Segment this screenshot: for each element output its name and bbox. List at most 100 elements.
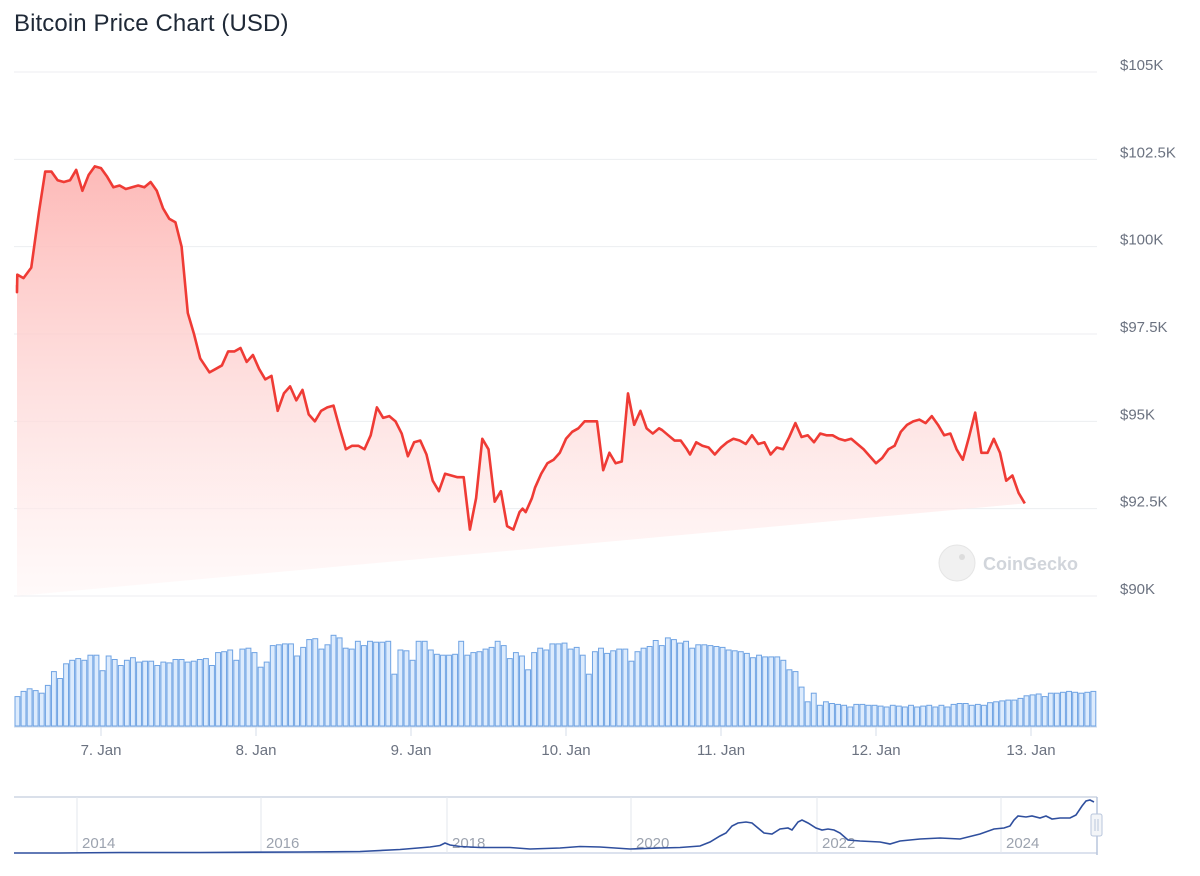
volume-bar <box>129 657 136 727</box>
volume-bar <box>38 692 45 727</box>
volume-bar <box>1005 699 1012 727</box>
volume-bar <box>178 659 185 727</box>
volume-bar <box>300 646 307 727</box>
volume-bar <box>233 659 240 727</box>
volume-bar <box>1072 691 1079 727</box>
volume-bar <box>664 637 671 727</box>
volume-bar <box>628 660 635 727</box>
volume-bar <box>841 704 848 727</box>
volume-bar <box>324 644 331 727</box>
volume-bar <box>859 703 866 727</box>
volume-bar <box>750 657 756 727</box>
price-area-fill <box>17 166 1025 596</box>
volume-bar <box>804 701 811 727</box>
volume-bar <box>251 652 258 727</box>
volume-bar <box>257 666 264 727</box>
volume-bar <box>500 645 507 727</box>
volume-bar <box>816 704 823 727</box>
volume-bar <box>196 659 203 727</box>
volume-bar <box>427 649 434 727</box>
volume-bar <box>93 654 100 727</box>
volume-bar <box>81 659 88 727</box>
volume-bar <box>956 703 963 727</box>
volume-bar <box>1029 694 1036 727</box>
x-axis-labels: 7. Jan 8. Jan 9. Jan 10. Jan 11. Jan 12. Jan 1… <box>81 727 1056 759</box>
volume-bar <box>531 652 538 727</box>
volume-bar <box>737 651 744 727</box>
volume-bar <box>938 704 945 727</box>
volume-bar <box>853 703 860 727</box>
volume-bar <box>652 640 659 727</box>
volume-bar <box>987 702 993 727</box>
volume-bar <box>385 640 392 727</box>
volume-bar <box>512 652 519 727</box>
volume-bar <box>360 645 367 727</box>
volume-bar <box>105 655 112 727</box>
x-axis-label: 8. Jan <box>236 742 277 759</box>
volume-bar <box>160 661 167 727</box>
volume-bar <box>999 700 1006 727</box>
navigator-year-label: 2016 <box>266 835 299 852</box>
volume-bar <box>1084 691 1091 727</box>
volume-bar <box>731 650 738 727</box>
volume-bar <box>44 684 51 727</box>
volume-bar <box>604 652 611 727</box>
volume-bar <box>725 649 732 727</box>
volume-bar <box>1066 690 1072 727</box>
price-line[interactable] <box>15 165 1026 531</box>
y-axis-label: $100K <box>1120 232 1163 249</box>
volume-bar <box>269 645 276 727</box>
navigator-year-label: 2022 <box>822 835 855 852</box>
navigator-year-label: 2014 <box>82 835 115 852</box>
volume-bar <box>1011 699 1018 727</box>
volume-bar <box>63 663 70 727</box>
volume-bar <box>1053 692 1060 727</box>
volume-bar <box>275 644 282 727</box>
volume-bar <box>743 652 750 727</box>
volume-bar <box>610 650 617 727</box>
chart-title: Bitcoin Price Chart (USD) <box>14 10 289 37</box>
volume-bars <box>14 634 1097 727</box>
volume-bar <box>944 706 951 727</box>
volume-bar <box>470 652 477 727</box>
volume-bar <box>433 653 440 727</box>
navigator-year-label: 2020 <box>636 835 669 852</box>
volume-bar <box>50 671 57 727</box>
volume-bar <box>579 654 586 727</box>
volume-bar <box>318 648 325 727</box>
x-axis-label: 13. Jan <box>1006 742 1055 759</box>
volume-bar <box>634 651 641 727</box>
volume-bar <box>877 705 884 727</box>
volume-bar <box>719 646 726 727</box>
volume-bar <box>598 647 604 727</box>
volume-bar <box>780 659 787 727</box>
volume-bar <box>348 648 355 727</box>
volume-bar <box>409 659 416 727</box>
navigator-line <box>14 799 1095 854</box>
volume-bar <box>798 686 805 727</box>
volume-bar <box>397 649 404 727</box>
volume-bar <box>670 639 677 727</box>
volume-bar <box>330 634 337 727</box>
volume-bar <box>294 655 300 727</box>
volume-bar <box>883 706 890 727</box>
navigator-handle-right[interactable] <box>1090 813 1103 837</box>
volume-bar <box>87 654 94 727</box>
volume-bar <box>974 703 981 727</box>
x-axis-label: 11. Jan <box>697 742 745 759</box>
volume-bar <box>616 648 623 727</box>
volume-bar <box>1090 690 1097 727</box>
x-axis-label: 7. Jan <box>81 742 122 759</box>
volume-bar <box>865 704 872 727</box>
volume-bar <box>123 659 130 727</box>
volume-bar <box>762 656 769 727</box>
volume-bar <box>32 690 39 727</box>
x-axis-label: 9. Jan <box>391 742 432 759</box>
volume-bar <box>926 704 933 727</box>
volume-bar <box>288 643 294 727</box>
volume-bar <box>494 640 501 727</box>
y-axis-label: $92.5K <box>1120 494 1168 511</box>
navigator[interactable]: 2014 2016 2018 2020 2022 2024 <box>14 796 1103 855</box>
volume-bar <box>871 704 878 727</box>
